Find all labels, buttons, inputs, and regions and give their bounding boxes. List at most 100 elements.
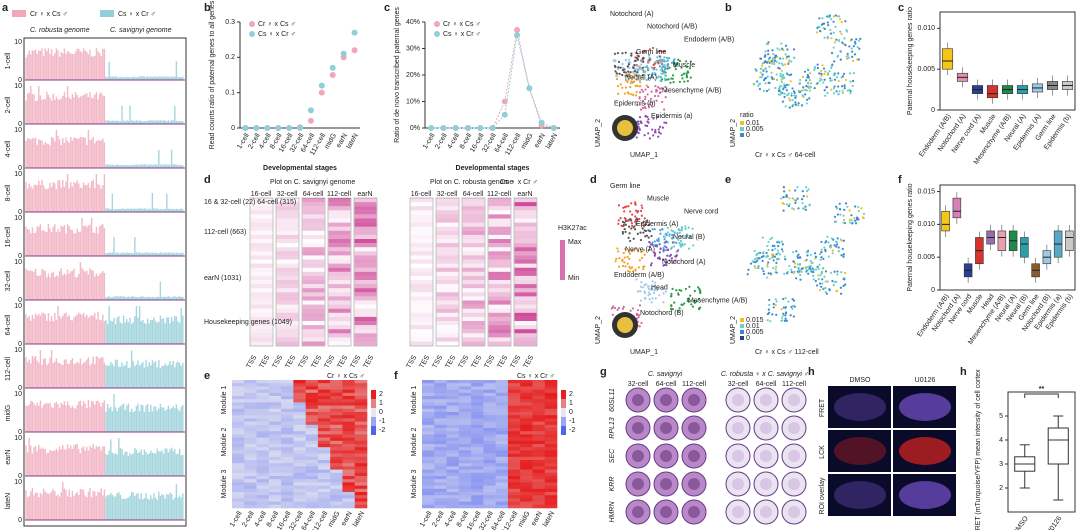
heatmap-cell — [276, 312, 299, 317]
cell-point — [818, 288, 821, 292]
heatmap-cell — [462, 222, 485, 227]
heatmap-cell — [354, 198, 377, 203]
heatmap-cell — [354, 402, 368, 406]
heatmap-cell — [436, 316, 459, 321]
heatmap-cell — [532, 440, 546, 445]
heatmap-cell — [354, 288, 377, 293]
cell-point — [660, 50, 664, 53]
cell-point — [826, 73, 829, 76]
heatmap-cell — [250, 206, 273, 211]
colorbar-label: 2 — [379, 391, 383, 398]
heatmap-cell — [514, 259, 537, 264]
cell-point — [761, 64, 764, 67]
heatmap-cell — [330, 418, 343, 422]
heatmap-cell — [434, 492, 447, 496]
cell-point — [654, 297, 657, 300]
cluster-label: Endoderm (A/B) — [684, 36, 734, 43]
heatmap-cell — [422, 472, 435, 477]
heatmap-cell — [544, 418, 558, 422]
cell-point — [662, 301, 665, 304]
cell-point — [669, 81, 672, 84]
cell-point — [782, 312, 785, 315]
heatmap-cell — [483, 412, 496, 416]
heatmap-cell — [458, 396, 472, 400]
cell-point — [838, 18, 842, 21]
colorbar — [561, 408, 566, 417]
x-tick-label: midG — [327, 510, 341, 528]
heatmap-cell — [317, 383, 331, 387]
heatmap-cell — [244, 412, 257, 416]
heatmap-cell — [434, 453, 447, 458]
heatmap-cell — [354, 456, 368, 461]
box — [941, 210, 950, 232]
cell-point — [747, 268, 750, 271]
heatmap-cell — [244, 472, 257, 477]
heatmap-cell — [507, 456, 521, 461]
cell-point — [848, 218, 851, 221]
x-tick-label: lateN — [545, 132, 559, 150]
cell-point — [688, 285, 691, 288]
heatmap-cell — [305, 482, 319, 486]
heatmap-cell — [293, 421, 306, 426]
cell-point — [791, 197, 794, 200]
heatmap-cell — [256, 440, 270, 445]
heatmap-cell — [305, 424, 319, 429]
heatmap-cell — [434, 501, 447, 506]
heatmap-cell — [471, 424, 484, 429]
cell-point — [765, 251, 768, 255]
micrograph — [828, 474, 891, 516]
cell-point — [637, 55, 640, 58]
heatmap-cell — [422, 466, 435, 470]
heatmap-cell — [410, 337, 433, 342]
heatmap-cell — [317, 424, 331, 429]
heatmap-cell — [495, 434, 509, 438]
cell-point — [832, 20, 835, 23]
cell-point — [677, 309, 680, 312]
heatmap-cell — [328, 255, 351, 260]
heatmap-cell — [507, 434, 521, 438]
heatmap-cell — [488, 316, 511, 321]
heatmap-cell — [342, 431, 356, 435]
heatmap-cell — [514, 292, 537, 297]
heatmap-cell — [446, 504, 460, 509]
heatmap-cell — [317, 402, 331, 406]
cell-point — [822, 81, 825, 84]
heatmap-cell — [520, 428, 533, 432]
y-tick-label: 4 — [999, 437, 1003, 444]
cell-point — [648, 293, 652, 296]
heatmap-cell — [434, 405, 447, 410]
heatmap-cell — [330, 383, 343, 387]
cell-point — [649, 97, 653, 101]
y-tick-label: 20% — [406, 72, 420, 79]
cell-point — [653, 228, 656, 231]
heatmap-cell — [458, 418, 472, 422]
data-point — [318, 82, 325, 89]
cell-point — [657, 75, 660, 78]
embryo-core — [732, 506, 744, 518]
heatmap-cell — [302, 226, 325, 231]
heatmap-cell — [250, 300, 273, 305]
cluster-label: Epidermis (A) — [636, 221, 678, 228]
heatmap-cell — [244, 380, 257, 384]
cell-point — [668, 66, 671, 69]
heatmap-cell — [544, 431, 558, 435]
heatmap-cell — [520, 440, 533, 445]
y-tick-label: 0 — [931, 287, 935, 294]
heatmap-cell — [281, 408, 294, 413]
heatmap-cell — [281, 498, 294, 502]
heatmap-cell — [354, 341, 377, 346]
heatmap-cell — [446, 383, 460, 387]
cell-point — [791, 307, 794, 310]
cell-point — [855, 218, 859, 221]
cell-point — [849, 72, 852, 75]
cell-point — [626, 74, 629, 78]
heatmap-cell — [532, 485, 546, 490]
cell-point — [810, 82, 813, 85]
heatmap-cell — [495, 399, 509, 403]
heatmap-cell — [293, 460, 306, 464]
heatmap-cell — [305, 428, 319, 432]
heatmap-cell — [250, 333, 273, 338]
heatmap-cell — [458, 476, 472, 480]
cell-point — [624, 86, 628, 89]
y-tick-label: 0 — [231, 125, 235, 132]
